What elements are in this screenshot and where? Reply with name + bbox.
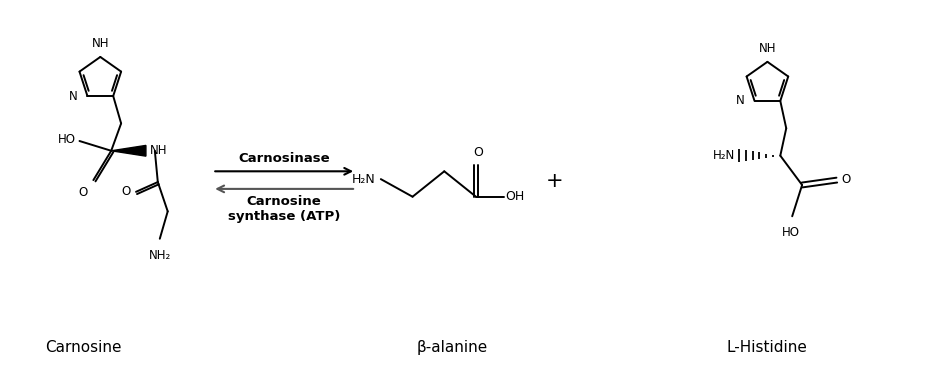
Text: H₂N: H₂N [352,173,376,186]
Text: L-Histidine: L-Histidine [727,340,808,355]
Polygon shape [111,145,146,156]
Text: H₂N: H₂N [712,149,734,162]
Text: HO: HO [782,226,800,239]
Text: O: O [473,146,483,159]
Text: β-alanine: β-alanine [417,340,488,355]
Text: NH: NH [759,42,776,55]
Text: OH: OH [505,190,525,203]
Text: N: N [68,90,78,103]
Text: NH: NH [150,144,167,157]
Text: HO: HO [58,132,76,145]
Text: O: O [78,186,87,199]
Text: Carnosinase: Carnosinase [238,152,330,165]
Text: Carnosine: Carnosine [46,340,122,355]
Text: N: N [736,94,745,107]
Text: O: O [122,185,131,198]
Text: NH₂: NH₂ [148,248,171,262]
Text: Carnosine
synthase (ATP): Carnosine synthase (ATP) [228,195,340,223]
Text: O: O [842,173,851,186]
Text: NH: NH [91,37,109,50]
Text: +: + [545,171,563,191]
